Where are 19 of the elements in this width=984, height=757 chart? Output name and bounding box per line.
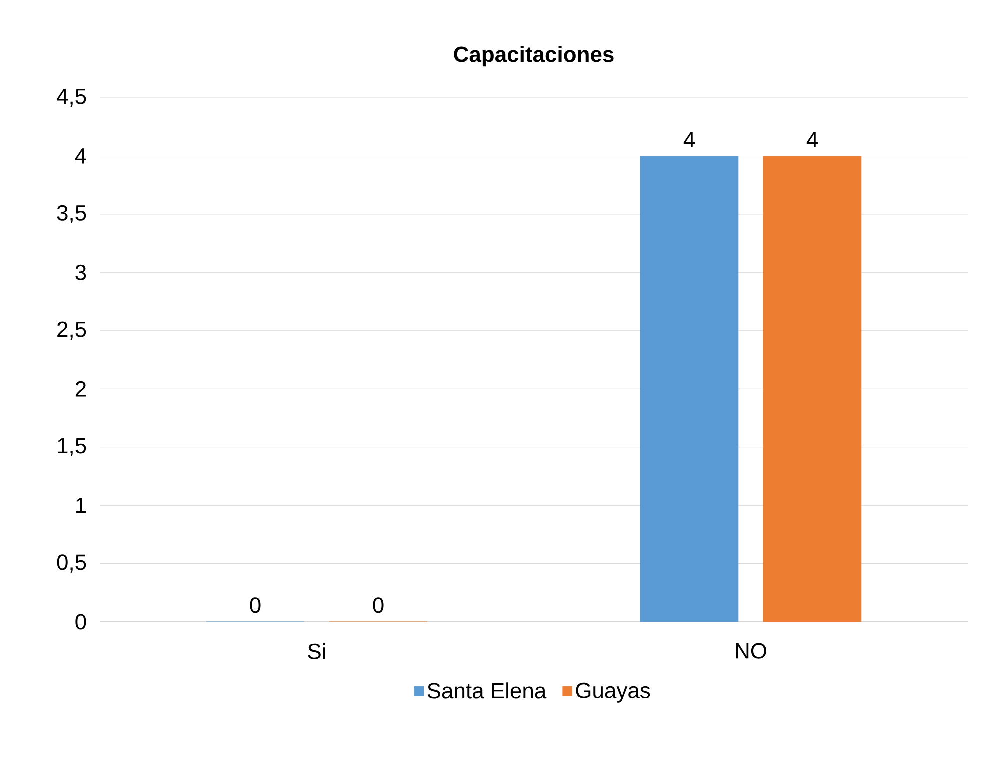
y-tick-label: 0,5 — [57, 554, 86, 573]
legend-label: Santa Elena — [428, 682, 547, 699]
data-label: 0 — [250, 598, 261, 614]
chart-title: Capacitaciones — [454, 46, 614, 67]
x-tick-label: Si — [308, 643, 326, 660]
y-tick-label: 3 — [76, 264, 86, 280]
data-label: 4 — [806, 132, 818, 148]
y-tick-label: 4,5 — [56, 89, 86, 107]
data-label: 0 — [373, 598, 384, 614]
y-tick-label: 1 — [76, 498, 86, 514]
data-label: 4 — [684, 132, 695, 148]
y-tick-label: 2,5 — [58, 322, 86, 340]
y-tick-label: 3,5 — [57, 205, 86, 224]
x-tick-label: NO — [736, 643, 766, 659]
y-tick-label: 2 — [76, 381, 86, 397]
legend-label: Guayas — [576, 682, 650, 703]
y-tick-label: 1,5 — [58, 438, 86, 456]
y-tick-label: 4 — [75, 148, 86, 164]
y-tick-label: 0 — [76, 614, 86, 630]
